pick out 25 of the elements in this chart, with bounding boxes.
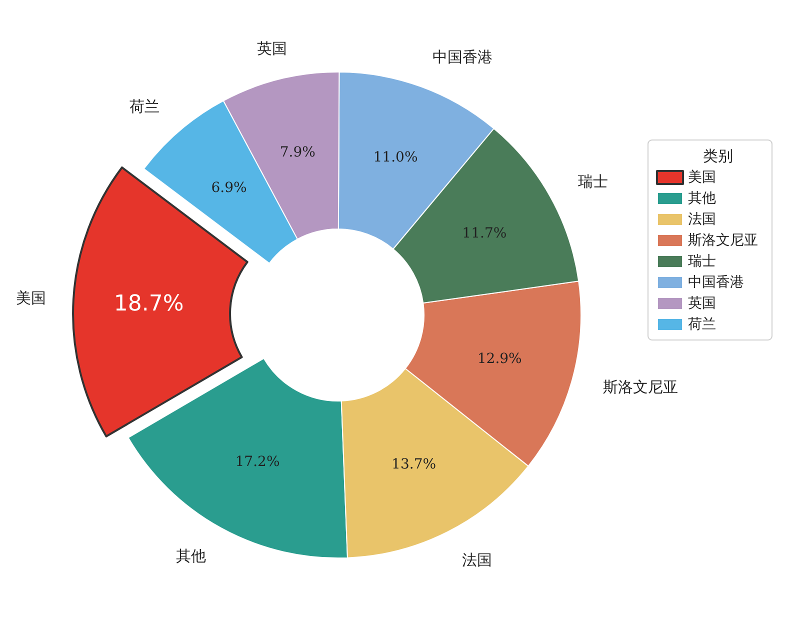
slice-label: 英国	[256, 39, 287, 58]
slice-label: 荷兰	[129, 97, 160, 116]
legend-label: 法国	[688, 212, 716, 228]
data-label: 17.2%	[235, 454, 280, 470]
slice-label: 法国	[462, 550, 492, 569]
data-label: 6.9%	[211, 180, 247, 196]
legend-label: 英国	[688, 296, 716, 312]
legend-title: 类别	[703, 147, 733, 165]
data-label: 11.7%	[462, 226, 507, 242]
data-label: 12.9%	[477, 350, 522, 367]
data-label: 11.0%	[373, 150, 418, 166]
legend-label: 斯洛文尼亚	[688, 232, 758, 248]
legend-label: 瑞士	[688, 254, 716, 270]
legend-label: 其他	[688, 190, 716, 206]
slice-label: 斯洛文尼亚	[602, 378, 678, 396]
slice-label: 美国	[16, 288, 46, 307]
slice-label: 中国香港	[432, 48, 492, 66]
slice-label: 瑞士	[578, 172, 608, 191]
slice-label: 其他	[176, 546, 206, 565]
data-label: 18.7%	[114, 291, 184, 316]
legend-label: 美国	[688, 170, 716, 186]
data-label: 7.9%	[280, 144, 316, 160]
legend-label: 荷兰	[688, 316, 716, 332]
legend-label: 中国香港	[688, 274, 744, 290]
data-label: 13.7%	[392, 456, 436, 472]
